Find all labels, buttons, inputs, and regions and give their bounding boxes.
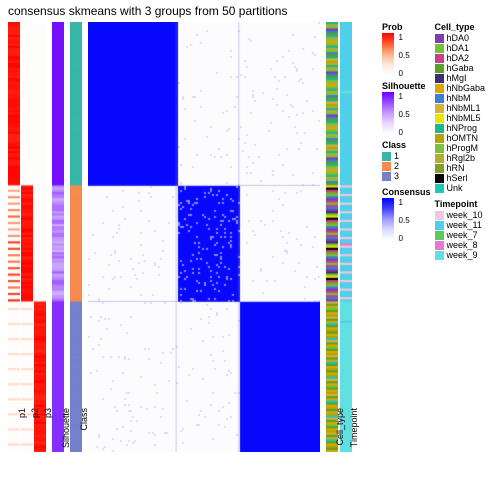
consensus-ticks: 10.50 bbox=[399, 198, 421, 240]
class-items: 123 bbox=[382, 151, 428, 181]
legend-prob: Prob 10.50 bbox=[382, 22, 428, 75]
legend-consensus-title: Consensus bbox=[382, 187, 428, 197]
celltype-items: hDA0hDA1hDA2hGabahMgIhNbGabahNbMhNbML1hN… bbox=[435, 33, 495, 193]
column-cls bbox=[70, 22, 82, 452]
xlabel-tp: Timepoint bbox=[349, 408, 359, 456]
sil-gradient bbox=[382, 92, 394, 134]
legend-prob-title: Prob bbox=[382, 22, 428, 32]
column-sil bbox=[52, 22, 64, 452]
legend-class-title: Class bbox=[382, 140, 428, 150]
legend-sil-title: Silhouette bbox=[382, 81, 428, 91]
legend-celltype: Cell_type hDA0hDA1hDA2hGabahMgIhNbGabahN… bbox=[435, 22, 495, 193]
column-p3 bbox=[34, 22, 46, 452]
consensus-gradient bbox=[382, 198, 394, 240]
column-p1 bbox=[8, 22, 20, 452]
xlabel-p3: p3 bbox=[43, 408, 53, 456]
legend-celltype-title: Cell_type bbox=[435, 22, 495, 32]
xlabel-p1: p1 bbox=[17, 408, 27, 456]
xlabel-ct: Cell_type bbox=[335, 408, 345, 456]
xlabel-p2: p2 bbox=[30, 408, 40, 456]
legend-timepoint-title: Timepoint bbox=[435, 199, 495, 209]
plot-area bbox=[8, 22, 378, 452]
page-title: consensus skmeans with 3 groups from 50 … bbox=[8, 4, 287, 18]
legend-class: Class 123 bbox=[382, 140, 428, 181]
xlabel-cls: Class bbox=[79, 408, 89, 456]
column-tp bbox=[340, 22, 352, 452]
column-hm bbox=[88, 22, 320, 452]
legend-consensus: Consensus 10.50 bbox=[382, 187, 428, 240]
sil-ticks: 10.50 bbox=[399, 92, 421, 134]
legend-timepoint: Timepoint week_10week_11week_7week_8week… bbox=[435, 199, 495, 260]
legend-sil: Silhouette 10.50 bbox=[382, 81, 428, 134]
column-p2 bbox=[21, 22, 33, 452]
column-ct bbox=[326, 22, 338, 452]
prob-gradient bbox=[382, 33, 394, 75]
legends-area: Prob 10.50 Silhouette 10.50 Class 123 Co… bbox=[382, 22, 500, 266]
xlabel-sil: Silhouette bbox=[61, 408, 71, 456]
prob-ticks: 10.50 bbox=[399, 33, 421, 75]
timepoint-items: week_10week_11week_7week_8week_9 bbox=[435, 210, 495, 260]
